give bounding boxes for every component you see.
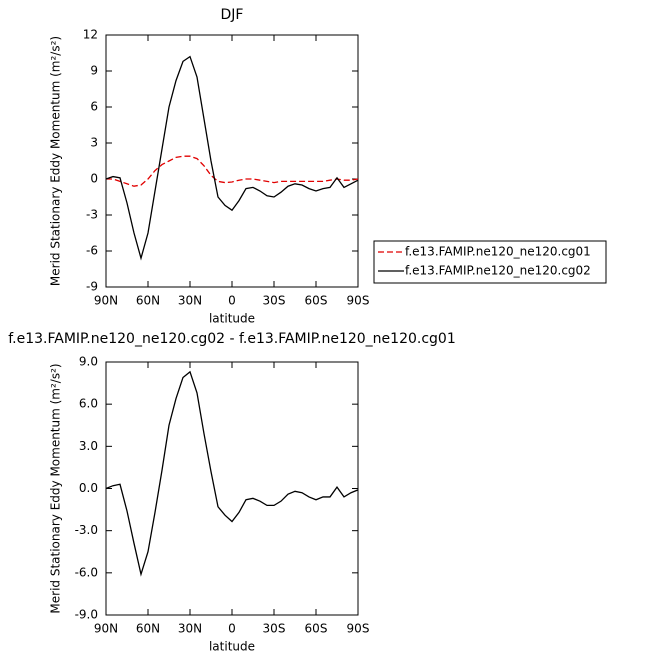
x-tick-label: 0 (228, 622, 236, 636)
y-tick-label: -3 (86, 208, 98, 222)
y-tick-label: 3 (90, 136, 98, 150)
y-axis-label: Merid Stationary Eddy Momentum (m²/s²) (49, 363, 63, 613)
x-tick-label: 30S (263, 622, 286, 636)
x-tick-label: 90N (94, 622, 118, 636)
x-tick-label: 30S (263, 294, 286, 308)
y-tick-label: 9 (90, 64, 98, 78)
y-tick-label: 9.0 (79, 355, 98, 369)
y-tick-label: -9.0 (75, 608, 98, 622)
y-tick-label: 3.0 (79, 439, 98, 453)
legend-label: f.e13.FAMIP.ne120_ne120.cg01 (405, 245, 591, 259)
x-axis-label: latitude (209, 312, 255, 326)
x-tick-label: 60N (136, 294, 160, 308)
x-tick-label: 60S (305, 294, 328, 308)
x-tick-label: 90S (347, 622, 370, 636)
plot-frame (105, 361, 359, 616)
series-line (105, 55, 359, 261)
y-tick-label: 0 (90, 172, 98, 186)
x-tick-label: 30N (178, 294, 202, 308)
legend-box (373, 240, 607, 284)
x-tick-label: 60S (305, 622, 328, 636)
x-tick-label: 60N (136, 622, 160, 636)
y-tick-label: 12 (83, 28, 98, 42)
x-tick-label: 90N (94, 294, 118, 308)
y-axis-label: Merid Stationary Eddy Momentum (m²/s²) (49, 36, 63, 286)
x-tick-label: 90S (347, 294, 370, 308)
chart-title: f.e13.FAMIP.ne120_ne120.cg02 - f.e13.FAM… (8, 331, 456, 347)
y-tick-label: -3.0 (75, 523, 98, 537)
legend-label: f.e13.FAMIP.ne120_ne120.cg02 (405, 264, 591, 278)
x-tick-label: 30N (178, 622, 202, 636)
y-tick-label: 6 (90, 100, 98, 114)
y-tick-label: -6 (86, 244, 98, 258)
series-line (105, 370, 359, 577)
y-tick-label: -9 (86, 280, 98, 294)
x-tick-label: 0 (228, 294, 236, 308)
y-tick-label: -6.0 (75, 565, 98, 579)
y-tick-label: 0.0 (79, 481, 98, 495)
x-axis-label: latitude (209, 640, 255, 654)
y-tick-label: 6.0 (79, 397, 98, 411)
chart-title: DJF (221, 7, 244, 23)
series-line (106, 155, 359, 187)
